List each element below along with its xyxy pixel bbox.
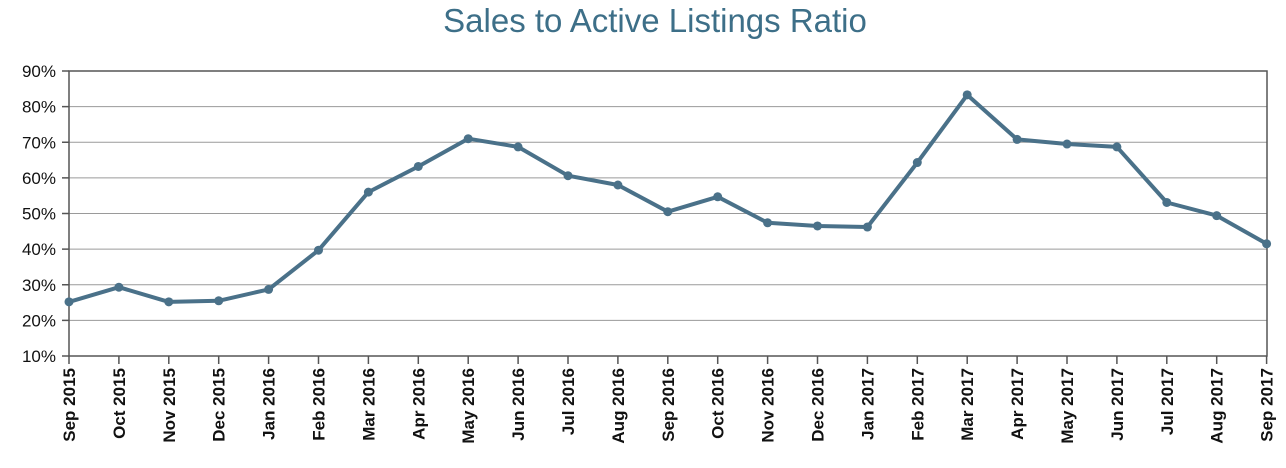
data-point	[862, 222, 872, 232]
x-tick-label: Sep 2017	[1258, 368, 1277, 442]
x-tick-label: Aug 2017	[1208, 368, 1227, 444]
data-points	[64, 90, 1272, 307]
data-point	[513, 142, 523, 152]
x-tick-label: May 2016	[459, 368, 478, 444]
x-tick-label: Jul 2017	[1158, 368, 1177, 435]
series-line	[67, 92, 1269, 304]
data-point	[962, 90, 972, 100]
x-tick-label: Apr 2017	[1008, 368, 1027, 440]
data-point	[1112, 142, 1122, 152]
data-point	[763, 218, 773, 228]
x-tick-label: Mar 2017	[958, 368, 977, 441]
data-point	[164, 297, 174, 307]
data-point	[1062, 139, 1072, 149]
data-point	[264, 284, 274, 294]
y-tick-label: 70%	[22, 133, 56, 152]
data-point	[363, 187, 373, 197]
x-tick-label: Jan 2017	[858, 368, 877, 440]
data-point	[912, 158, 922, 168]
chart-title: Sales to Active Listings Ratio	[443, 2, 867, 39]
y-tick-label: 20%	[22, 311, 56, 330]
x-tick-label: Mar 2016	[359, 368, 378, 441]
y-tick-label: 40%	[22, 240, 56, 259]
y-axis: 10% 20% 30% 40% 50% 60% 70% 80% 90%	[22, 62, 69, 366]
x-tick-label: Nov 2016	[759, 368, 778, 443]
data-point	[713, 192, 723, 202]
x-tick-label: May 2017	[1058, 368, 1077, 444]
x-tick-label: Apr 2016	[409, 368, 428, 440]
data-point	[663, 207, 673, 217]
y-tick-label: 60%	[22, 169, 56, 188]
y-tick-label: 10%	[22, 347, 56, 366]
data-point	[1162, 197, 1172, 207]
x-tick-label: Jun 2017	[1108, 368, 1127, 441]
data-point	[613, 180, 623, 190]
x-axis: Sep 2015 Oct 2015 Nov 2015 Dec 2015 Jan 2016…	[60, 356, 1277, 444]
x-tick-label: Dec 2015	[210, 368, 229, 442]
y-tick-label: 30%	[22, 276, 56, 295]
data-point	[813, 221, 822, 231]
data-point	[64, 297, 74, 307]
y-tick-label: 80%	[22, 98, 56, 117]
y-tick-label: 50%	[22, 205, 56, 224]
x-tick-label: Nov 2015	[160, 368, 179, 443]
y-tick-label: 90%	[22, 62, 56, 81]
x-tick-label: Dec 2016	[809, 368, 828, 442]
data-point	[314, 245, 323, 255]
data-point	[114, 282, 124, 292]
data-point	[463, 134, 473, 144]
data-point	[1262, 239, 1272, 249]
x-tick-label: Oct 2016	[709, 368, 728, 439]
x-tick-label: Feb 2017	[908, 368, 927, 441]
data-point	[1212, 211, 1222, 221]
x-tick-label: Feb 2016	[310, 368, 329, 441]
data-point	[413, 161, 423, 171]
x-tick-label: Sep 2016	[659, 368, 678, 442]
data-point	[563, 171, 573, 181]
x-tick-label: Jan 2016	[260, 368, 279, 440]
x-tick-label: Jul 2016	[559, 368, 578, 435]
x-tick-label: Aug 2016	[609, 368, 628, 444]
data-point	[1012, 134, 1022, 144]
x-tick-label: Sep 2015	[60, 368, 79, 442]
data-point	[214, 296, 224, 306]
x-tick-label: Jun 2016	[509, 368, 528, 441]
x-tick-label: Oct 2015	[110, 368, 129, 439]
